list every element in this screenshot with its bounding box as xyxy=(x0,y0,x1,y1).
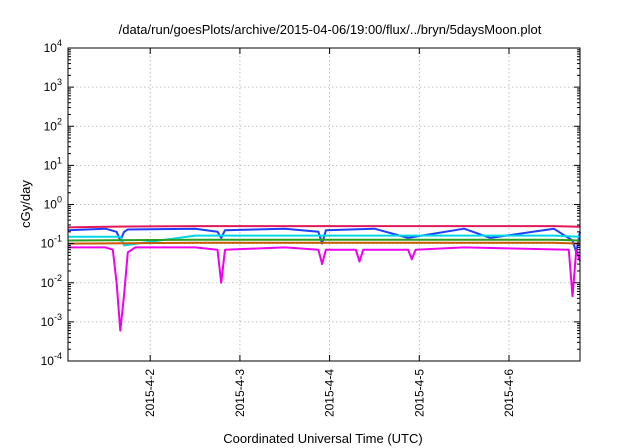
y-axis-label: cGy/day xyxy=(18,180,33,228)
ticks: 10-4 10-3 10-2 10-1 100 101 102 103 104 2015-4-2 2… xyxy=(41,38,580,417)
x-tick-label: 2015-4-6 xyxy=(502,369,516,417)
y-tick-label: 104 xyxy=(44,38,62,55)
y-tick-label: 101 xyxy=(44,155,62,172)
x-tick-label: 2015-4-5 xyxy=(412,369,426,417)
series-layer xyxy=(67,225,581,332)
y-tick-label: 10-4 xyxy=(41,351,62,368)
y-tick-label: 102 xyxy=(44,116,62,133)
chart-title: /data/run/goesPlots/archive/2015-04-06/1… xyxy=(119,22,542,37)
grid xyxy=(68,48,580,361)
y-tick-label: 103 xyxy=(44,77,62,94)
series-line-4 xyxy=(67,238,581,242)
x-axis-label: Coordinated Universal Time (UTC) xyxy=(223,431,422,446)
y-tick-label: 100 xyxy=(44,195,62,212)
series-line-2 xyxy=(67,225,581,229)
y-tick-label: 10-1 xyxy=(41,234,62,251)
x-tick-label: 2015-4-3 xyxy=(233,369,247,417)
y-tick-label: 10-3 xyxy=(41,312,62,329)
series-line-6 xyxy=(68,246,581,332)
series-line-5 xyxy=(67,241,581,245)
x-tick-label: 2015-4-2 xyxy=(143,369,157,417)
y-tick-label: 10-2 xyxy=(41,273,62,290)
series-line-1 xyxy=(67,227,581,254)
x-tick-label: 2015-4-4 xyxy=(323,369,337,417)
